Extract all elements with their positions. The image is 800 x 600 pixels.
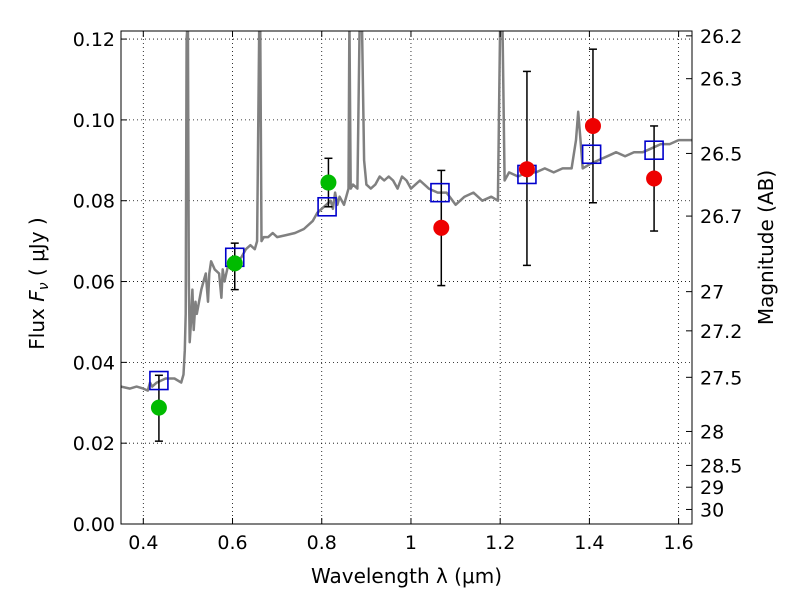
- tick-layer: 0.4 0.6 0.8 1 1.2 1.4 1.6 0.00 0.02 0.04 0.06 0.08 0…: [73, 26, 743, 554]
- x-tick-label: 0.6: [217, 532, 247, 554]
- observed-photometry-point: [150, 399, 167, 416]
- observed-point-layer: [150, 117, 663, 416]
- y-tick-label: 0.02: [73, 433, 115, 455]
- y-axis-label-prefix: Flux: [25, 302, 49, 350]
- plot-frame: [120, 30, 693, 525]
- model-photometry-square: [430, 182, 450, 203]
- x-tick-label: 1.2: [485, 532, 515, 554]
- magnitude-tick-label: 26.3: [700, 69, 742, 91]
- observed-photometry-point: [646, 170, 663, 187]
- x-tick-label: 0.4: [128, 532, 158, 554]
- x-tick-label: 0.8: [307, 532, 337, 554]
- x-tick-label: 1: [405, 532, 417, 554]
- y-tick-label: 0.04: [73, 352, 115, 374]
- model-point-layer: [149, 140, 664, 391]
- y-tick-label: 0.08: [73, 191, 115, 213]
- model-photometry-square: [644, 140, 664, 161]
- spectrum-line: [121, 31, 692, 392]
- y-tick-label: 0.00: [73, 514, 115, 536]
- x-tick-label: 1.6: [664, 532, 694, 554]
- observed-photometry-point: [320, 174, 337, 191]
- magnitude-tick-label: 27.5: [700, 367, 742, 389]
- y-tick-label: 0.10: [73, 110, 115, 132]
- magnitude-tick-label: 28.5: [700, 455, 742, 477]
- magnitude-tick-label: 28: [700, 421, 724, 443]
- y-tick-label: 0.12: [73, 29, 115, 51]
- x-tick-label: 1.4: [574, 532, 604, 554]
- model-photometry-square: [581, 144, 602, 165]
- observed-photometry-point: [226, 255, 243, 272]
- observed-photometry-point: [584, 117, 601, 134]
- spectrum-layer: [121, 31, 692, 392]
- x-axis-label: Wavelength λ (μm): [311, 564, 502, 588]
- magnitude-tick-label: 30: [700, 499, 724, 521]
- magnitude-tick-label: 27.2: [700, 321, 742, 343]
- y-axis-label-right: Magnitude (AB): [754, 170, 778, 325]
- model-photometry-square: [149, 370, 169, 391]
- y-axis-label-left: Flux Fν ( μJy ): [25, 217, 52, 349]
- y-tick-label: 0.06: [73, 272, 115, 294]
- magnitude-tick-label: 26.7: [700, 206, 742, 228]
- y-axis-label-suffix: ( μJy ): [25, 217, 49, 282]
- model-photometry-square: [317, 196, 337, 217]
- y-axis-label-symbol: F: [25, 290, 49, 302]
- magnitude-tick-label: 26.2: [700, 26, 742, 48]
- magnitude-tick-label: 26.5: [700, 143, 742, 165]
- y-axis-label-subscript: ν: [36, 282, 52, 290]
- observed-photometry-point: [433, 219, 450, 236]
- magnitude-tick-label: 27: [700, 282, 724, 304]
- observed-photometry-point: [518, 161, 535, 178]
- error-bar-layer: [154, 48, 659, 442]
- magnitude-tick-label: 29: [700, 477, 724, 499]
